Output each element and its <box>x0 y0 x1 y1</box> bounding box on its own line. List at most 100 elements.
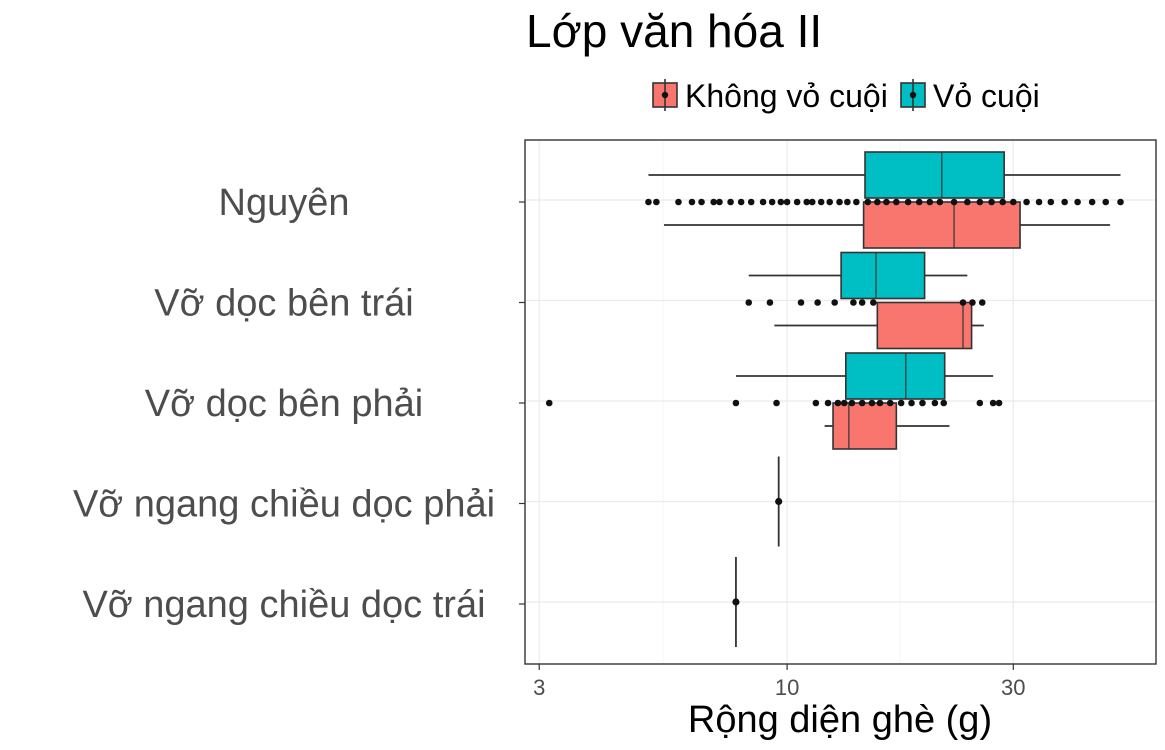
boxes <box>648 151 1121 647</box>
outlier-point <box>926 198 934 206</box>
outlier-point <box>908 399 915 407</box>
outlier-point <box>773 399 780 407</box>
outlier-point <box>976 399 984 407</box>
outlier-point <box>858 399 866 407</box>
data-point <box>775 497 783 506</box>
outlier-point <box>1009 198 1017 206</box>
outlier-point <box>737 198 745 206</box>
x-tick-label: 30 <box>1001 675 1025 700</box>
data-point <box>732 598 740 606</box>
outlier-point <box>1074 198 1081 206</box>
outlier-point <box>904 198 912 206</box>
outlier-point <box>653 198 660 206</box>
outlier-point <box>831 299 838 306</box>
outlier-point <box>964 198 971 206</box>
outlier-point <box>777 198 785 206</box>
y-tick-label: Vỡ ngang chiều dọc trái <box>82 584 485 626</box>
outlier-point <box>1088 198 1096 206</box>
outlier-point <box>1035 198 1043 206</box>
outlier-point <box>732 399 740 407</box>
outlier-point <box>870 299 877 306</box>
box-vo-cuoi <box>845 352 946 400</box>
legend-label-vo-cuoi: Vỏ cuội <box>933 78 1040 114</box>
outlier-point <box>1102 198 1110 206</box>
outlier-point <box>840 399 848 407</box>
outlier-point <box>1047 198 1055 206</box>
chart-title: Lớp văn hóa II <box>526 5 822 57</box>
outlier-point <box>893 198 900 206</box>
outlier-point <box>886 399 894 407</box>
box-khong-vo-cuoi <box>862 201 1021 249</box>
outlier-point <box>940 399 948 407</box>
box-vo-cuoi <box>840 251 926 300</box>
legend-label-khong-vo-cuoi: Không vỏ cuội <box>685 78 888 114</box>
y-tick-label: Vỡ dọc bên phải <box>145 383 423 425</box>
outlier-point <box>834 399 842 407</box>
outlier-point <box>797 299 805 306</box>
x-tick-label: 10 <box>775 675 799 700</box>
outlier-point <box>766 299 774 306</box>
outlier-point <box>999 198 1007 206</box>
outlier-point <box>1061 198 1068 206</box>
outlier-point <box>858 299 866 306</box>
legend-key-khong-vo-cuoi <box>652 79 678 111</box>
outlier-point <box>836 198 843 206</box>
outlier-point <box>988 198 995 206</box>
outlier-point <box>853 198 860 206</box>
legend-key-vo-cuoi <box>900 79 926 111</box>
outlier-point <box>919 399 926 407</box>
y-tick-label: Nguyên <box>219 182 350 224</box>
x-tick-label: 3 <box>533 675 545 700</box>
legend: Không vỏ cuội Vỏ cuội <box>652 78 1040 114</box>
outlier-point <box>698 198 705 206</box>
panel-border <box>524 139 1157 665</box>
outlier-point <box>768 198 776 206</box>
outlier-point <box>936 198 944 206</box>
outlier-point <box>808 198 816 206</box>
outlier-point <box>931 399 939 407</box>
outlier-point <box>759 198 767 206</box>
outlier-point <box>817 198 825 206</box>
outlier-point <box>915 198 923 206</box>
x-axis-title: Rộng diện ghè (g) <box>688 699 992 741</box>
box-khong-vo-cuoi <box>876 301 973 350</box>
outlier-point <box>959 299 967 306</box>
outlier-point <box>978 299 986 306</box>
outlier-point <box>850 299 857 306</box>
outlier-point <box>688 198 696 206</box>
outlier-point <box>876 399 884 407</box>
outlier-point <box>710 198 717 206</box>
outlier-point <box>848 399 856 407</box>
outlier-point <box>864 198 872 206</box>
outlier-point <box>812 399 820 407</box>
outlier-point <box>995 399 1003 407</box>
outlier-point <box>874 198 881 206</box>
outlier-point <box>826 198 834 206</box>
outlier-point <box>844 198 851 206</box>
outlier-point <box>868 399 876 407</box>
outlier-points <box>545 198 1124 606</box>
outlier-point <box>824 399 832 407</box>
outlier-point <box>793 198 801 206</box>
outlier-point <box>976 198 984 206</box>
outlier-point <box>897 399 905 407</box>
y-tick-label: Vỡ dọc bên trái <box>154 283 413 325</box>
outlier-point <box>745 299 753 306</box>
outlier-point <box>716 198 723 206</box>
outlier-point <box>675 198 682 206</box>
outlier-point <box>645 198 652 206</box>
outlier-point <box>783 198 791 206</box>
outlier-point <box>545 399 553 407</box>
outlier-point <box>1023 198 1030 206</box>
x-axis: 3 10 30 <box>533 664 1026 700</box>
outlier-point <box>747 198 755 206</box>
outlier-point <box>814 299 821 306</box>
y-tick-label: Vỡ ngang chiều dọc phải <box>73 484 495 526</box>
outlier-point <box>1117 198 1124 206</box>
outlier-point <box>883 198 890 206</box>
y-axis: Nguyên Vỡ dọc bên trái Vỡ dọc bên phải Vỡ n… <box>73 182 525 626</box>
outlier-point <box>727 198 734 206</box>
outlier-point <box>950 198 958 206</box>
outlier-point <box>803 198 811 206</box>
